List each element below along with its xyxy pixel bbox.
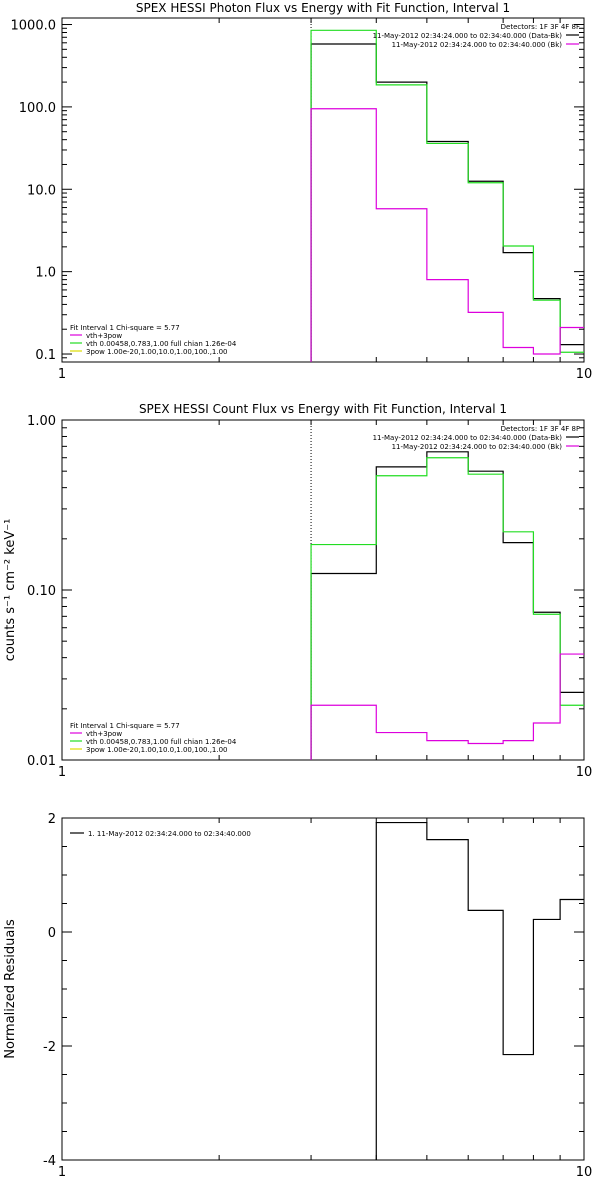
y-tick-label: 0 [48, 926, 56, 941]
y-axis-label: Normalized Residuals [3, 919, 18, 1059]
legend-bottom-left: Fit Interval 1 Chi-square = 5.77vth+3pow… [70, 722, 237, 754]
y-tick-label: 2 [48, 812, 56, 827]
chart-panel-1: SPEX HESSI Photon Flux vs Energy with Fi… [11, 1, 593, 382]
legend-entry: 11-May-2012 02:34:24.000 to 02:34:40.000… [392, 443, 563, 451]
y-tick-label: 10.0 [27, 183, 56, 198]
x-tick-label: 10 [576, 367, 593, 382]
y-tick-label: 100.0 [19, 101, 56, 116]
y-axis-label: counts s⁻¹ cm⁻² keV⁻¹ [3, 519, 18, 662]
y-axis-ticks: -4 -2 0 2 [43, 812, 584, 1169]
y-axis-ticks: 0.01 0.10 1.00 [27, 414, 584, 769]
legend-bottom-left: Fit Interval 1 Chi-square = 5.77vth+3pow… [70, 324, 237, 356]
series-line-2 [310, 29, 584, 362]
legend-entry: 3pow 1.00e-20,1.00,10.0,1.00,100.,1.00 [86, 348, 228, 356]
x-tick-label: 1 [58, 1165, 66, 1180]
legend-entry: 1. 11-May-2012 02:34:24.000 to 02:34:40.… [88, 830, 251, 838]
legend-header: Fit Interval 1 Chi-square = 5.77 [70, 324, 180, 332]
y-tick-label: 0.1 [35, 348, 56, 363]
x-axis-ticks: 1 10 [58, 18, 592, 382]
legend-entry: 11-May-2012 02:34:24.000 to 02:34:40.000… [392, 41, 563, 49]
series-line-3 [310, 653, 584, 760]
series-line-1 [310, 43, 584, 362]
legend-entry: 11-May-2012 02:34:24.000 to 02:34:40.000… [373, 434, 563, 442]
legend-entry: vth+3pow [86, 332, 122, 340]
x-tick-label: 10 [576, 765, 593, 780]
y-axis-ticks: 0.1 1.0 10.0 100.0 1000.0 [11, 19, 584, 363]
plot-frame [61, 419, 585, 761]
legend-entry: 11-May-2012 02:34:24.000 to 02:34:40.000… [373, 32, 563, 40]
plot-frame [61, 17, 585, 363]
series-line-1 [310, 451, 584, 760]
y-tick-label: -2 [43, 1040, 56, 1055]
series-line-3 [310, 108, 584, 362]
legend-header: Detectors: 1F 3F 4F 8F [501, 23, 580, 31]
x-axis-ticks: 1 10 [58, 420, 592, 780]
chart-title: SPEX HESSI Count Flux vs Energy with Fit… [139, 402, 507, 416]
legend-entry: 3pow 1.00e-20,1.00,10.0,1.00,100.,1.00 [86, 746, 228, 754]
x-tick-label: 1 [58, 367, 66, 382]
chart-title: SPEX HESSI Photon Flux vs Energy with Fi… [136, 1, 510, 15]
plot-frame [61, 817, 585, 1161]
series-group [310, 29, 584, 362]
legend-top-left: 1. 11-May-2012 02:34:24.000 to 02:34:40.… [70, 830, 251, 838]
series-group [375, 821, 584, 1160]
y-tick-label: 1000.0 [11, 19, 57, 34]
legend-entry: vth+3pow [86, 730, 122, 738]
legend-header: Detectors: 1F 3F 4F 8F [501, 425, 580, 433]
y-tick-label: 1.00 [27, 414, 56, 429]
y-tick-label: -4 [43, 1154, 56, 1169]
series-line-1 [375, 821, 584, 1160]
x-axis-ticks: 1 10 [58, 818, 592, 1180]
x-tick-label: 1 [58, 765, 66, 780]
y-tick-label: 0.01 [27, 754, 56, 769]
chart-panel-2: SPEX HESSI Count Flux vs Energy with Fit… [3, 402, 592, 780]
legend-entry: vth 0.00458,0.783,1.00 full chian 1.26e-… [86, 738, 237, 746]
y-tick-label: 1.0 [35, 266, 56, 281]
y-tick-label: 0.10 [27, 584, 56, 599]
chart-panel-3: 1 10 -4 -2 0 2 Normalized Residuals 1. 11-May-2… [3, 812, 592, 1180]
series-group [310, 451, 584, 760]
legend-entry: vth 0.00458,0.783,1.00 full chian 1.26e-… [86, 340, 237, 348]
legend-header: Fit Interval 1 Chi-square = 5.77 [70, 722, 180, 730]
x-tick-label: 10 [576, 1165, 593, 1180]
series-line-2 [310, 457, 584, 760]
